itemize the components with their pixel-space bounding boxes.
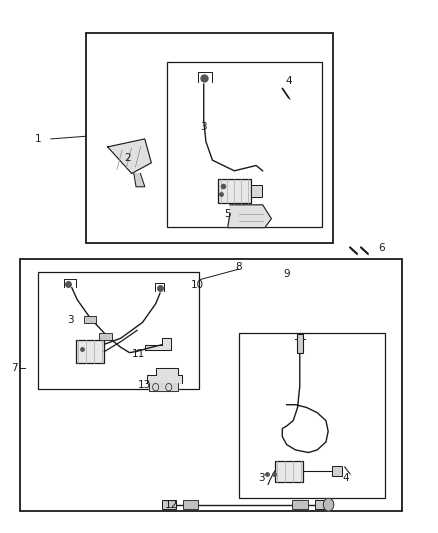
Text: 6: 6 [378,244,385,253]
Bar [20,259,403,511]
Bar [297,334,303,353]
Bar [218,179,251,203]
Text: 13: 13 [138,379,152,390]
Bar [332,466,342,476]
Text: 11: 11 [131,349,145,359]
Text: 2: 2 [124,152,131,163]
Text: 3: 3 [201,122,207,132]
Polygon shape [145,338,171,350]
Text: 5: 5 [224,209,231,220]
Text: 7: 7 [11,362,18,373]
Polygon shape [147,368,182,383]
Polygon shape [149,383,177,391]
Bar [76,341,104,363]
Polygon shape [108,139,151,173]
Polygon shape [134,173,145,187]
Text: 10: 10 [191,280,204,290]
Bar [275,461,303,482]
Text: 12: 12 [165,499,178,510]
Bar [86,33,332,243]
Text: 3: 3 [258,473,265,483]
Text: 3: 3 [67,314,74,325]
Text: 4: 4 [286,77,292,86]
Polygon shape [228,205,272,228]
Bar [162,500,176,509]
Bar [183,500,198,510]
Text: 8: 8 [235,262,242,271]
Bar [239,333,385,498]
Bar [292,500,307,510]
Bar [314,500,328,509]
Bar [99,333,112,341]
Text: 9: 9 [283,270,290,279]
Bar [166,62,321,227]
Bar [84,316,96,324]
Text: 4: 4 [343,473,349,483]
Bar [251,184,261,197]
Text: 1: 1 [35,134,41,144]
Circle shape [323,498,334,511]
Bar [38,272,199,389]
